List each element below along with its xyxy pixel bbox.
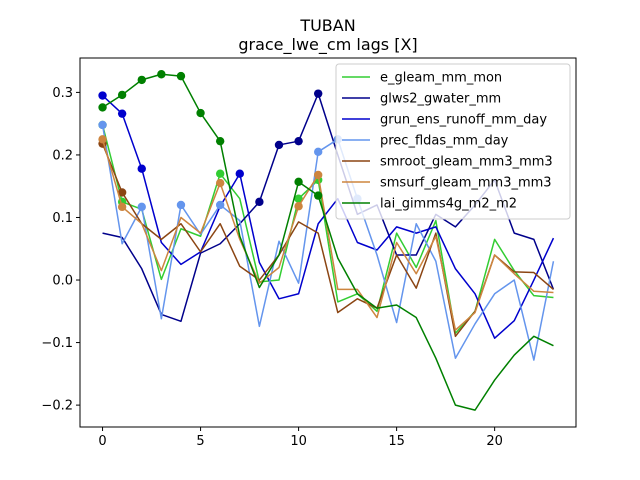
data-point xyxy=(313,147,323,157)
data-point xyxy=(294,177,303,187)
data-point xyxy=(235,169,244,178)
data-point xyxy=(196,108,205,118)
x-tick-label: 5 xyxy=(196,434,204,449)
series-smsurf_gleam_mm3_mm3 xyxy=(98,135,554,331)
data-point xyxy=(294,202,303,211)
data-point xyxy=(274,140,284,150)
axes-frame xyxy=(79,57,577,428)
data-point xyxy=(215,136,225,146)
plot-area: 0 5 10 15 20 −0.2 −0.1 0.0 0.1 0.2 0.3 e_gleam_mm_… xyxy=(41,57,577,449)
data-point xyxy=(98,91,107,100)
data-point xyxy=(313,191,323,200)
y-tick-label: 0.1 xyxy=(52,211,73,226)
x-tick-label: 15 xyxy=(388,434,405,449)
data-point xyxy=(157,70,166,79)
data-point xyxy=(98,135,107,144)
legend-label: glws2_gwater_mm xyxy=(380,92,501,107)
data-point xyxy=(294,136,303,146)
data-point xyxy=(176,200,186,210)
data-point xyxy=(215,178,225,188)
legend: e_gleam_mm_mon glws2_gwater_mm grun_ens_ru… xyxy=(335,63,571,220)
series-line-smsurf_gleam_mm3_mm3 xyxy=(101,139,554,331)
axes: 0 5 10 15 20 −0.2 −0.1 0.0 0.1 0.2 0.3 xyxy=(41,57,577,449)
chart-subtitle: grace_lwe_cm lags [X] xyxy=(238,35,417,55)
legend-label: lai_gimms4g_m2_m2 xyxy=(380,197,517,212)
data-point xyxy=(137,164,146,173)
legend-label: e_gleam_mm_mon xyxy=(380,71,502,86)
data-point xyxy=(137,202,146,212)
data-point xyxy=(313,170,323,180)
series-lai_gimms4g_m2_m2 xyxy=(98,70,554,411)
y-tick-label: 0.3 xyxy=(52,86,73,101)
data-point xyxy=(313,89,323,98)
data-point xyxy=(117,202,127,212)
chart-title: TUBAN xyxy=(299,16,355,35)
data-point xyxy=(117,188,127,197)
data-point xyxy=(98,120,107,130)
data-point xyxy=(255,197,264,207)
data-point xyxy=(117,90,127,100)
data-point xyxy=(176,71,186,81)
x-tick-label: 20 xyxy=(486,434,503,449)
legend-label: smsurf_gleam_mm3_mm3 xyxy=(380,176,552,191)
y-tick-label: −0.1 xyxy=(41,336,73,351)
legend-label: grun_ens_runoff_mm_day xyxy=(380,113,547,128)
legend-label: smroot_gleam_mm3_mm3 xyxy=(380,155,553,170)
y-tick-label: 0.0 xyxy=(52,274,73,289)
data-point xyxy=(98,103,107,112)
data-point xyxy=(215,169,225,178)
legend-box xyxy=(335,63,571,220)
series-line-prec_fldas_mm_day xyxy=(101,124,555,361)
y-tick-label: −0.2 xyxy=(41,399,73,414)
x-tick-label: 10 xyxy=(290,434,307,449)
data-point xyxy=(117,109,127,118)
y-tick-label: 0.2 xyxy=(52,148,73,163)
data-point xyxy=(215,200,225,210)
series-line-e_gleam_mm_mon xyxy=(101,124,554,334)
data-point xyxy=(137,75,146,85)
series-prec_fldas_mm_day xyxy=(98,120,555,361)
x-tick-label: 0 xyxy=(98,434,106,449)
data-point xyxy=(294,194,303,203)
legend-label: prec_fldas_mm_day xyxy=(380,134,509,149)
